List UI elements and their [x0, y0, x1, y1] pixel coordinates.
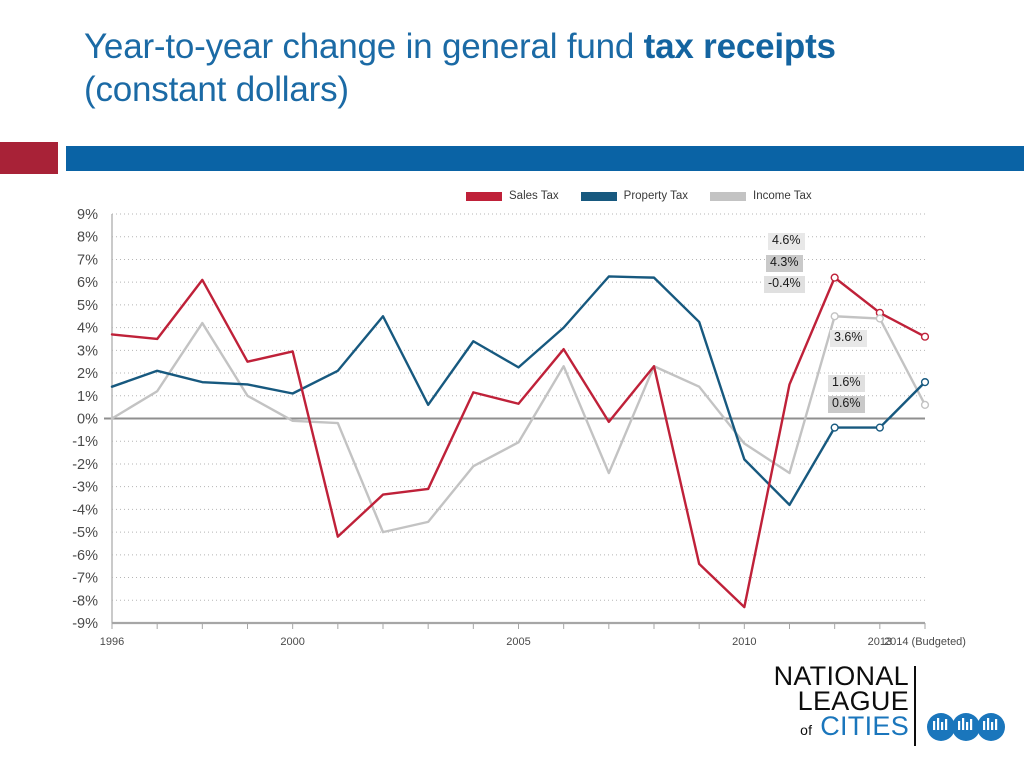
y-tick-label: 2% [77, 366, 98, 382]
nlc-logo-divider [914, 666, 916, 746]
series-line-property-tax [110, 275, 927, 507]
line-chart: 9% 8% 7% 6% 5% 4% 3% 2% 1% 0% -1% -2% -3% -4% -5% -6% -7… [0, 182, 1024, 652]
y-tick-label: -3% [72, 480, 98, 496]
callout-sales-4-3: 4.3% [766, 255, 803, 272]
accent-bar-red [0, 142, 58, 174]
x-tick-label: 2005 [506, 636, 530, 648]
y-tick-label: 3% [77, 343, 98, 359]
x-tick-label: 2010 [732, 636, 756, 648]
y-tick-label: 4% [77, 321, 98, 337]
legend-swatch-sales-tax [466, 191, 502, 201]
legend-label-property-tax: Property Tax [623, 190, 689, 202]
legend-item-income-tax[interactable]: Income Tax [710, 190, 812, 202]
nlc-logo-of: of [800, 722, 813, 739]
callout-income-4-6: 4.6% [768, 233, 805, 250]
x-tick-label: 2000 [280, 636, 304, 648]
x-tick-label: 1996 [100, 636, 124, 648]
x-tick-label: 2014 (Budgeted) [884, 636, 966, 648]
data-point-marker [920, 400, 930, 409]
title-segment-1: Year-to-year change in general fund [84, 27, 644, 66]
data-point-marker [830, 312, 839, 321]
data-point-marker [830, 273, 839, 282]
page-title: Year-to-year change in general fund tax … [84, 26, 964, 111]
legend-label-sales-tax: Sales Tax [509, 190, 559, 202]
title-segment-2: (constant dollars) [84, 69, 349, 109]
series-line-income-tax [110, 315, 927, 534]
title-segment-bold: tax receipts [643, 27, 836, 66]
nlc-logo-line-league: LEAGUE [797, 686, 909, 717]
legend-item-property-tax[interactable]: Property Tax [580, 190, 689, 202]
legend-label-income-tax: Income Tax [753, 190, 812, 202]
y-tick-label: -7% [72, 571, 98, 587]
nlc-logo: NATIONAL LEAGUE of CITIES [774, 662, 1014, 750]
y-tick-label: -6% [72, 548, 98, 564]
y-tick-label: 9% [77, 207, 98, 223]
data-point-marker [920, 378, 930, 387]
y-tick-label: 8% [77, 230, 98, 246]
y-tick-label: 0% [77, 412, 98, 428]
y-tick-label: -5% [72, 525, 98, 541]
y-tick-label: -8% [72, 593, 98, 609]
nlc-logo-line-cities: of CITIES [774, 711, 909, 742]
series-line-sales-tax [110, 276, 927, 609]
nlc-logo-text: NATIONAL LEAGUE of CITIES [773, 661, 909, 742]
y-tick-label: -9% [72, 616, 98, 632]
nlc-logo-cities: CITIES [820, 711, 909, 742]
y-tick-label: 6% [77, 275, 98, 291]
y-tick-label: 1% [77, 389, 98, 405]
x-tick-label: 2013 [868, 636, 892, 648]
legend-swatch-property-tax [580, 191, 617, 201]
legend-swatch-income-tax [710, 191, 747, 201]
chart-legend: Sales Tax Property Tax Income Tax [466, 190, 812, 202]
y-tick-label: -1% [72, 434, 98, 450]
legend-item-sales-tax[interactable]: Sales Tax [466, 190, 559, 202]
y-tick-label: 5% [77, 298, 98, 314]
nlc-logo-emblem [926, 712, 1006, 747]
data-point-marker [830, 423, 839, 432]
y-tick-label: 7% [77, 252, 98, 268]
y-tick-label: -2% [72, 457, 98, 473]
nlc-logo-line-national: NATIONAL [773, 661, 909, 691]
y-tick-label: -4% [72, 502, 98, 518]
data-point-marker [875, 314, 884, 323]
callout-sales-3-6: 3.6% [830, 330, 867, 347]
data-point-marker [920, 332, 930, 341]
data-point-marker [875, 423, 884, 432]
callout-property-1-6: 1.6% [828, 375, 865, 392]
chart-canvas: 9% 8% 7% 6% 5% 4% 3% 2% 1% 0% -1% -2% -3% -4% -5% -6% -7… [72, 207, 966, 648]
callout-income-0-6: 0.6% [828, 396, 865, 413]
accent-bar-blue [66, 146, 1024, 171]
callout-property-neg-0-4: -0.4% [764, 276, 805, 293]
